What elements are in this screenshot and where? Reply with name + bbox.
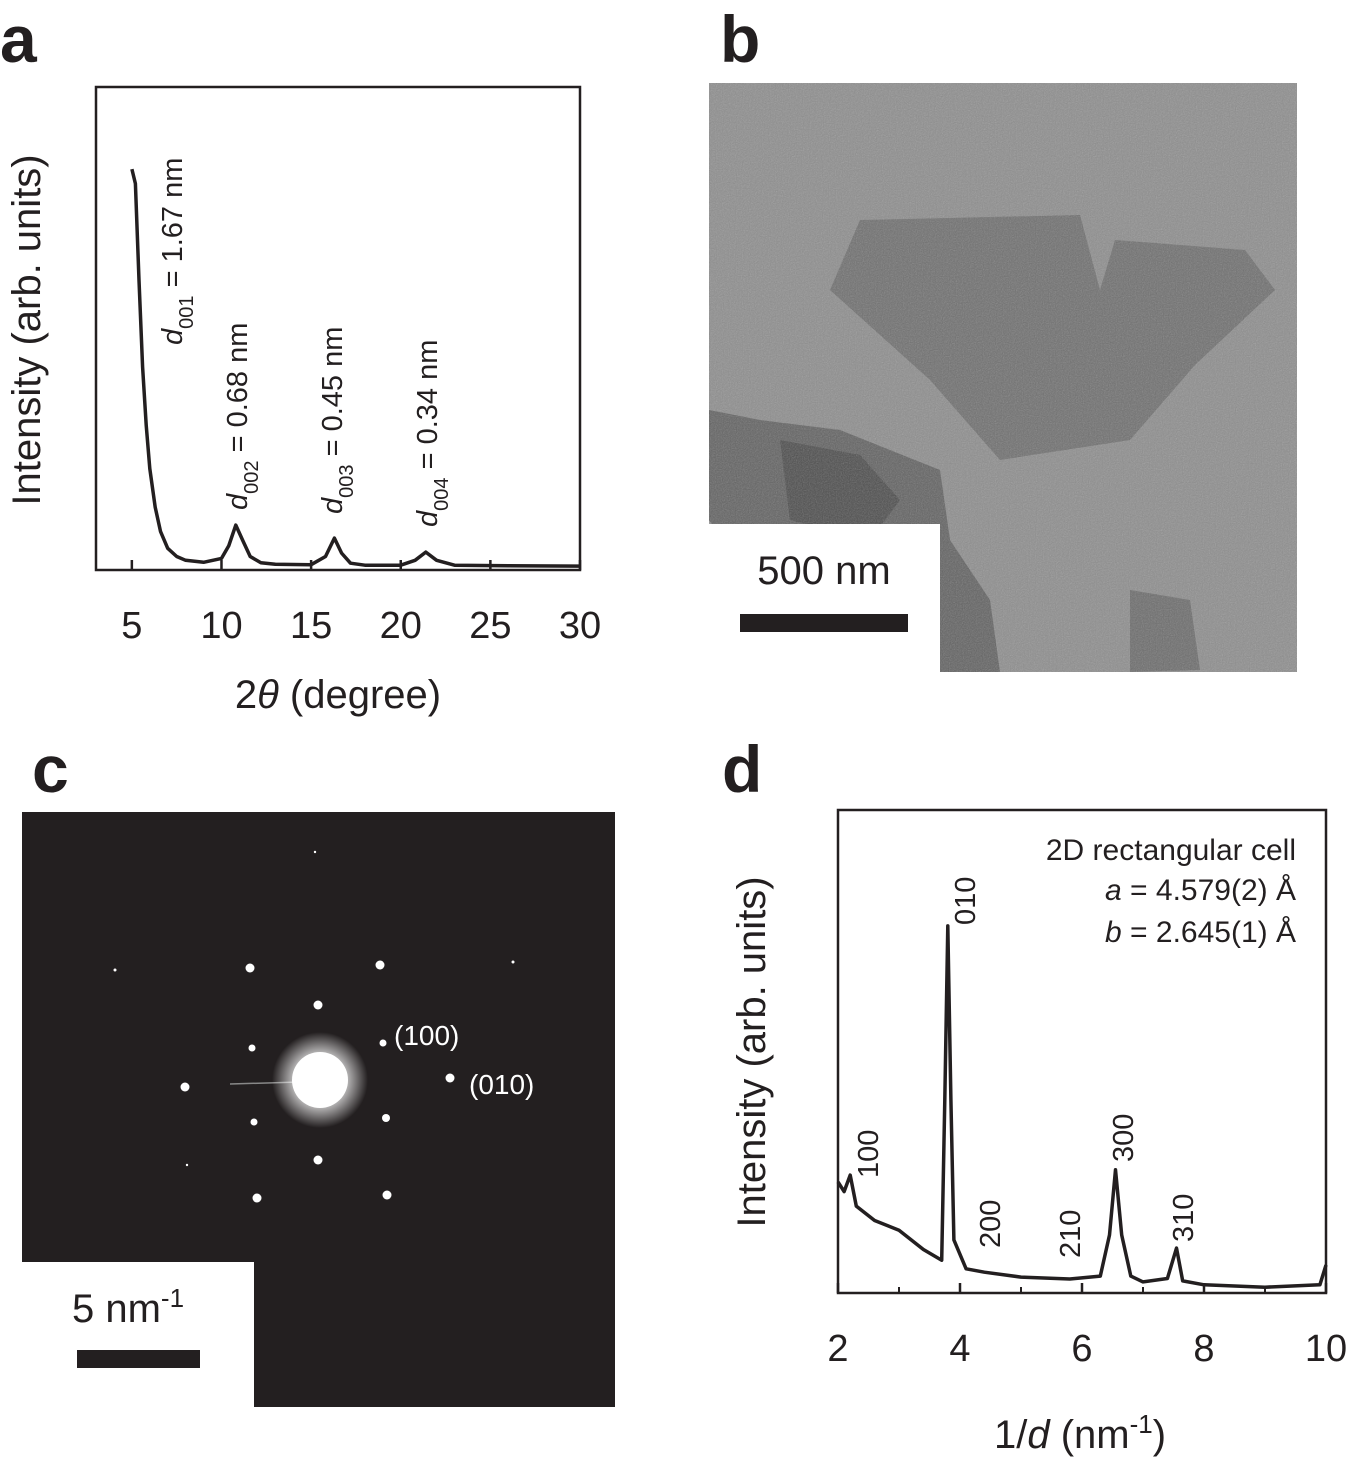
peak-label: 300 <box>1108 1114 1140 1162</box>
subscript: 001 <box>176 295 198 328</box>
peak-label: 010 <box>950 877 982 925</box>
y-axis-label: Intensity (arb. units) <box>5 154 49 505</box>
data-line <box>836 924 1328 1289</box>
label-part: ) <box>1153 1413 1166 1457</box>
symbol: d <box>412 510 444 527</box>
peak-label: 200 <box>975 1200 1007 1248</box>
tem-image <box>709 83 1297 672</box>
panel-label: b <box>720 2 760 76</box>
x-tick-label: 10 <box>1305 1328 1347 1370</box>
x-tick-label: 8 <box>1193 1328 1214 1370</box>
panel-label: c <box>32 732 69 806</box>
scale-bar-label: 500 nm <box>757 549 890 593</box>
x-axis-label: 1/d (nm-1) <box>994 1409 1166 1457</box>
spot-label: (100) <box>394 1020 459 1051</box>
x-tick-label: 20 <box>380 605 422 647</box>
peak-annotation: d003 = 0.45 nm <box>317 327 358 514</box>
value: = 0.45 nm <box>317 327 349 465</box>
diffraction-image <box>22 812 615 1407</box>
label-part: d <box>1027 1413 1051 1457</box>
peak-annotation: d004 = 0.34 nm <box>412 340 453 527</box>
label-part: 1/ <box>994 1413 1028 1457</box>
label-part: 2 <box>235 673 257 717</box>
symbol: d <box>157 328 189 345</box>
peak-annotation: d002 = 0.68 nm <box>222 323 263 510</box>
panel-label: a <box>0 2 38 76</box>
data-line <box>130 168 581 568</box>
value: = 0.34 nm <box>412 340 444 478</box>
peak-label: 310 <box>1168 1194 1200 1242</box>
symbol: b <box>1105 916 1122 949</box>
x-tick-label: 30 <box>559 605 601 647</box>
peak-label: 210 <box>1055 1210 1087 1258</box>
symbol: d <box>317 497 349 514</box>
label-part: (degree) <box>279 673 441 717</box>
x-tick-label: 4 <box>949 1328 970 1370</box>
subscript: 003 <box>336 464 358 497</box>
legend-title: 2D rectangular cell <box>1046 834 1296 867</box>
peak-annotation: d001 = 1.67 nm <box>157 158 198 345</box>
plot-frame <box>94 85 582 572</box>
value: = 4.579(2) Å <box>1122 874 1296 907</box>
scale-bar-label: 5 nm-1 <box>72 1283 184 1331</box>
label-part: θ <box>257 673 279 717</box>
x-tick-label: 25 <box>469 605 511 647</box>
x-tick-label: 2 <box>827 1328 848 1370</box>
subscript: 004 <box>431 477 453 510</box>
y-axis-label: Intensity (arb. units) <box>730 876 774 1227</box>
legend-entry: a = 4.579(2) Å <box>1105 874 1296 907</box>
legend-entry: b = 2.645(1) Å <box>1105 916 1296 949</box>
symbol: a <box>1105 874 1122 907</box>
value: = 2.645(1) Å <box>1122 916 1296 949</box>
subscript: 002 <box>241 460 263 493</box>
value: = 0.68 nm <box>222 323 254 461</box>
label-part: 5 nm <box>72 1287 161 1331</box>
x-tick-label: 15 <box>290 605 332 647</box>
value: = 1.67 nm <box>157 158 189 296</box>
x-tick-label: 6 <box>1071 1328 1092 1370</box>
symbol: d <box>222 493 254 510</box>
label-part: (nm <box>1050 1413 1130 1457</box>
spot-label: (010) <box>469 1069 534 1100</box>
x-tick-label: 5 <box>121 605 142 647</box>
label-part: -1 <box>1130 1409 1153 1439</box>
panel-label: d <box>722 732 762 806</box>
x-axis-label: 2θ (degree) <box>235 673 441 717</box>
label-part: -1 <box>161 1283 184 1313</box>
peak-label: 100 <box>853 1130 885 1178</box>
x-tick-label: 10 <box>200 605 242 647</box>
